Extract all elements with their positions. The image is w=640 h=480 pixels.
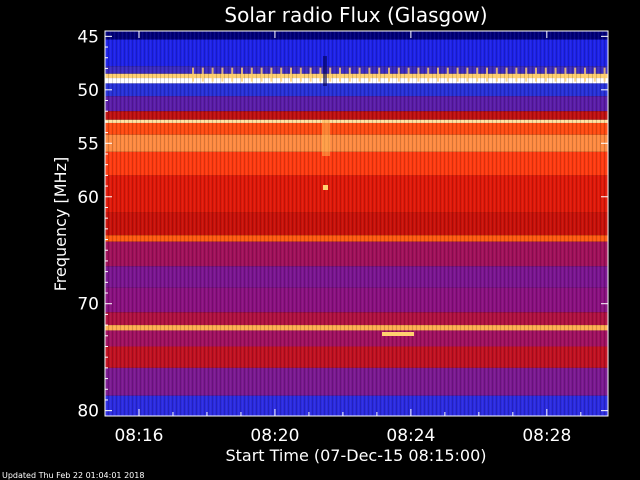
x-tick-label-08:16: 08:16	[114, 426, 163, 446]
tick-mark-19	[378, 67, 381, 82]
tick-mark-14	[329, 67, 332, 82]
tick-mark-34	[525, 67, 528, 82]
tick-mark-1	[201, 67, 204, 82]
update-timestamp: Updated Thu Feb 22 01:04:01 2018	[2, 471, 144, 480]
y-tick-label-45: 45	[77, 27, 99, 47]
tick-mark-0	[192, 67, 194, 82]
tick-mark-31	[495, 67, 498, 82]
tick-mark-11	[299, 67, 302, 82]
x-tick-label-08:28: 08:28	[522, 426, 571, 446]
chart-title: Solar radio Flux (Glasgow)	[224, 3, 487, 27]
x-tick-label-08:20: 08:20	[250, 426, 299, 446]
tick-mark-6	[250, 67, 253, 82]
tick-mark-13	[319, 67, 322, 82]
tick-mark-4	[231, 67, 234, 82]
x-axis: 08:16 08:20 08:24 08:28	[104, 31, 582, 446]
tick-mark-17	[358, 67, 361, 82]
tick-mark-2	[211, 67, 214, 82]
tick-mark-25	[437, 67, 439, 82]
tick-mark-27	[456, 67, 459, 82]
tick-mark-8	[270, 67, 273, 82]
y-axis-title: Frequency [MHz]	[51, 157, 70, 291]
tick-mark-20	[388, 67, 390, 82]
periodic-tick-marks	[192, 67, 606, 82]
tick-mark-30	[486, 67, 488, 82]
tick-mark-39	[574, 67, 577, 82]
tick-mark-7	[260, 67, 263, 82]
tick-mark-37	[554, 67, 557, 82]
x-tick-label-08:24: 08:24	[386, 426, 435, 446]
tick-mark-18	[368, 67, 371, 82]
tick-mark-36	[544, 67, 547, 82]
tick-mark-16	[348, 67, 351, 82]
tick-mark-41	[593, 67, 596, 82]
tick-mark-23	[417, 67, 420, 82]
tick-mark-38	[564, 67, 567, 82]
burst-column	[322, 120, 330, 156]
plot-frame	[104, 30, 609, 417]
y-tick-label-50: 50	[77, 81, 99, 101]
tick-mark-26	[446, 67, 449, 82]
x-axis-title: Start Time (07-Dec-15 08:15:00)	[225, 446, 486, 465]
tick-mark-22	[407, 67, 410, 82]
y-tick-label-60: 60	[77, 188, 99, 208]
tick-mark-21	[397, 67, 400, 82]
tick-mark-5	[241, 67, 243, 82]
tick-mark-3	[221, 67, 224, 82]
tick-mark-42	[603, 67, 606, 82]
plot-area	[105, 31, 608, 416]
y-axis: 45 50 55 60 70 80	[77, 27, 608, 422]
y-tick-label-55: 55	[77, 134, 99, 154]
tick-mark-32	[505, 67, 508, 82]
tick-mark-29	[476, 67, 479, 82]
tick-mark-10	[290, 67, 292, 82]
tick-mark-9	[280, 67, 283, 82]
tick-mark-35	[535, 67, 537, 82]
y-tick-label-70: 70	[77, 295, 99, 315]
tick-mark-40	[584, 67, 586, 82]
tick-mark-15	[339, 67, 341, 82]
tick-mark-28	[466, 67, 469, 82]
column-noise-texture	[105, 31, 608, 416]
y-tick-label-80: 80	[77, 402, 99, 422]
tick-mark-12	[309, 67, 312, 82]
tick-mark-24	[427, 67, 430, 82]
tick-mark-33	[515, 67, 518, 82]
dark-gap-column	[323, 56, 327, 86]
interference-mark	[382, 332, 414, 336]
burst-dot	[323, 185, 328, 190]
